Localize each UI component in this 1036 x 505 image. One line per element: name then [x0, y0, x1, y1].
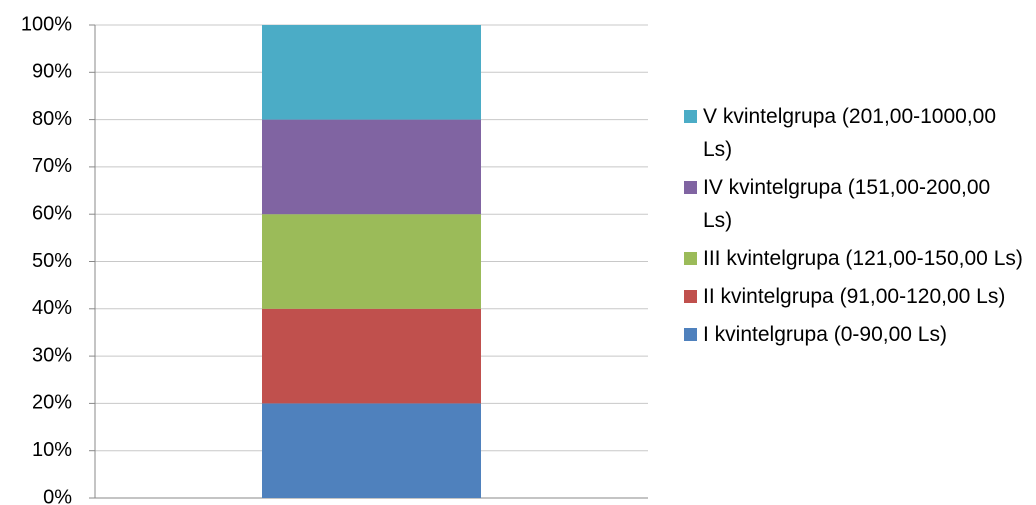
legend-item: III kvintelgrupa (121,00-150,00 Ls) [684, 242, 1029, 275]
y-tick-label: 40% [32, 297, 72, 319]
legend-label: V kvintelgrupa (201,00-1000,00 Ls) [703, 105, 997, 161]
y-tick-label: 0% [43, 486, 72, 505]
legend-swatch [684, 181, 697, 194]
legend-label: I kvintelgrupa (0-90,00 Ls) [703, 323, 947, 346]
legend-swatch [684, 110, 697, 123]
y-tick-label: 80% [32, 108, 72, 130]
bar-segment [262, 403, 481, 498]
y-tick-label: 30% [32, 344, 72, 366]
legend-swatch [684, 290, 697, 303]
legend-item: I kvintelgrupa (0-90,00 Ls) [684, 318, 1029, 351]
legend-item: IV kvintelgrupa (151,00-200,00 Ls) [684, 171, 1029, 237]
bar-segment [262, 25, 481, 120]
bar-segment [262, 214, 481, 309]
y-tick-label: 10% [32, 439, 72, 461]
y-tick-label: 70% [32, 155, 72, 177]
y-tick-label: 20% [32, 392, 72, 414]
legend-item: II kvintelgrupa (91,00-120,00 Ls) [684, 280, 1029, 313]
y-tick-label: 50% [32, 250, 72, 272]
legend-label: III kvintelgrupa (121,00-150,00 Ls) [703, 247, 1023, 270]
y-tick-label: 90% [32, 61, 72, 83]
legend-label: IV kvintelgrupa (151,00-200,00 Ls) [703, 176, 991, 232]
bar-segment [262, 308, 481, 404]
legend-swatch [684, 328, 697, 341]
legend-swatch [684, 252, 697, 265]
legend: V kvintelgrupa (201,00-1000,00 Ls) IV kvi… [684, 100, 1029, 356]
legend-label: II kvintelgrupa (91,00-120,00 Ls) [703, 285, 1006, 308]
y-tick-label: 60% [32, 202, 72, 224]
bar-segment [262, 119, 481, 215]
y-tick-label: 100% [21, 13, 72, 35]
legend-item: V kvintelgrupa (201,00-1000,00 Ls) [684, 100, 1029, 166]
